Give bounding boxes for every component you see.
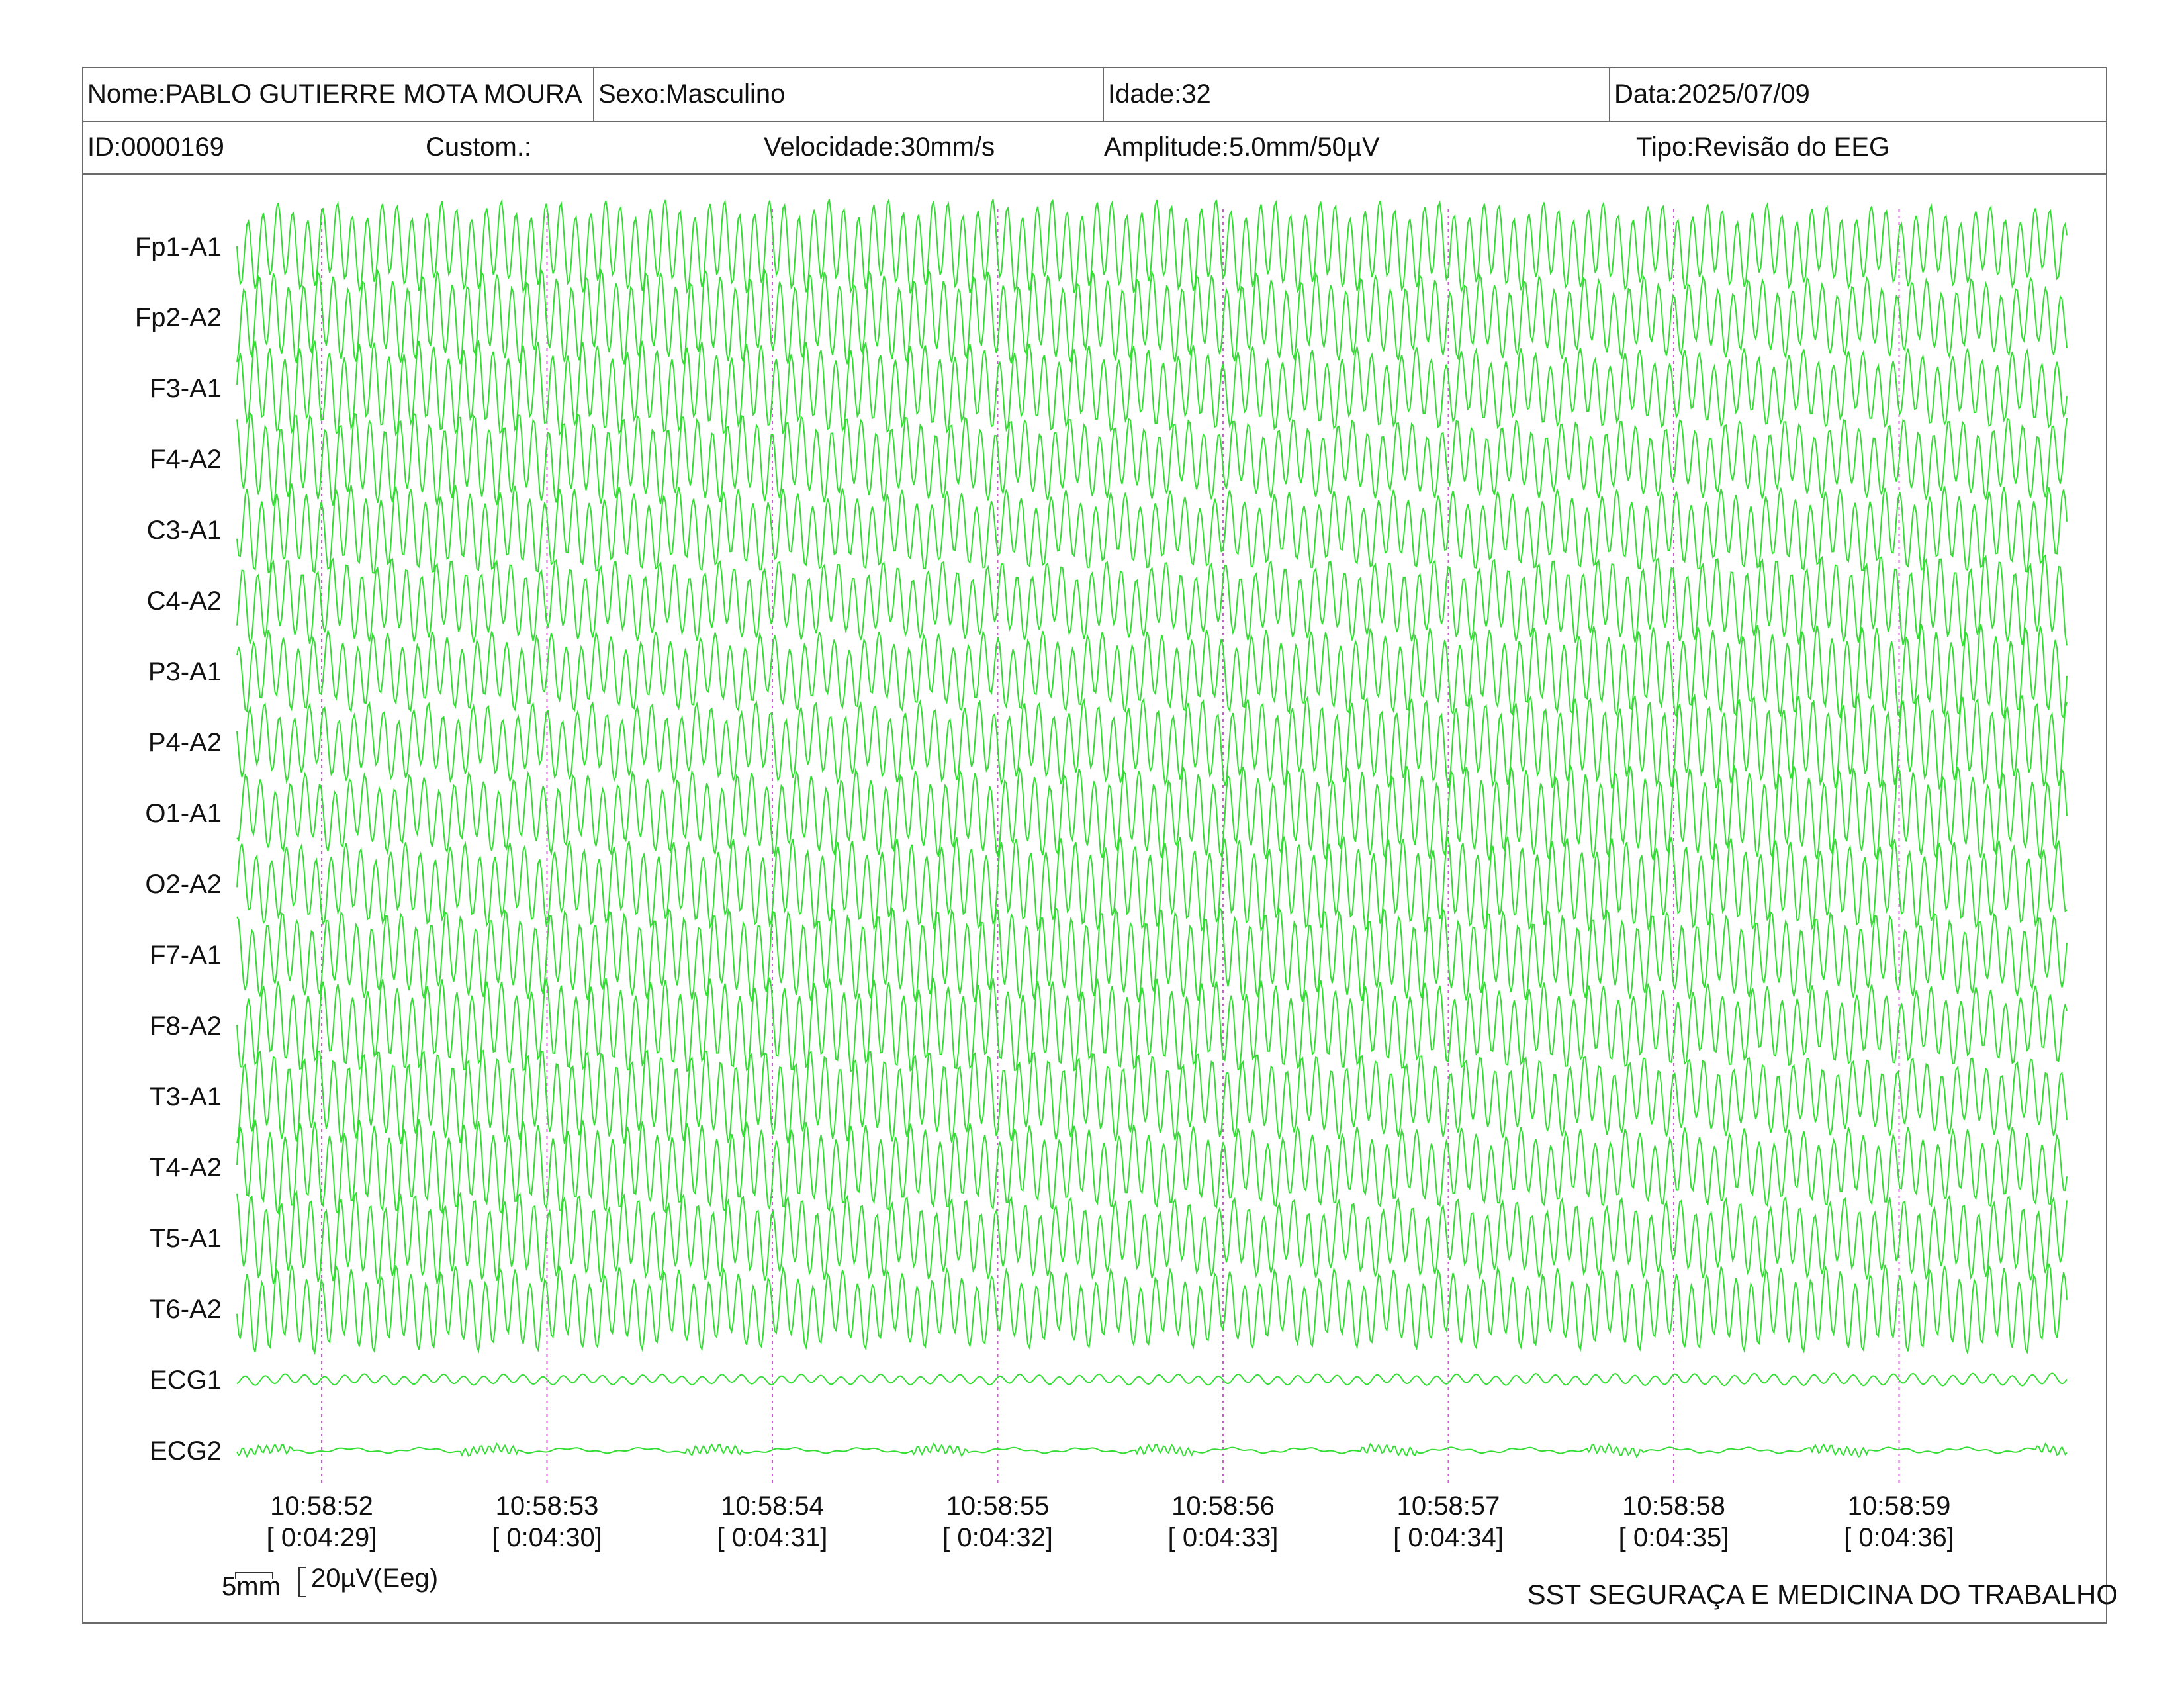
channel-label: F4-A2 <box>150 445 222 474</box>
channel-label: T4-A2 <box>150 1153 222 1182</box>
channel-trace <box>236 1190 2068 1284</box>
channel-label: T6-A2 <box>150 1295 222 1324</box>
channel-trace <box>236 197 2068 295</box>
channel-trace <box>236 624 2068 720</box>
header-row-patient: Nome:PABLO GUTIERRE MOTA MOURA Sexo:Masc… <box>83 68 2106 122</box>
time-clock-label: 10:58:54 <box>721 1491 824 1521</box>
time-clock-label: 10:58:56 <box>1171 1491 1275 1521</box>
scale-bar <box>235 1567 306 1597</box>
time-clock-label: 10:58:59 <box>1848 1491 1951 1521</box>
time-elapsed-label: [ 0:04:33] <box>1168 1523 1279 1552</box>
time-clock-label: 10:58:53 <box>496 1491 599 1521</box>
channel-trace <box>236 977 2068 1072</box>
channel-label: Fp2-A2 <box>135 303 222 332</box>
exam-date: Data:2025/07/09 <box>1609 68 2106 121</box>
channel-label: C4-A2 <box>147 586 222 616</box>
patient-id: ID:0000169 <box>87 132 224 162</box>
channel-label: P3-A1 <box>148 657 222 686</box>
channel-trace <box>236 836 2068 933</box>
channel-label: F3-A1 <box>150 374 222 403</box>
scale-mm-label: 5mm <box>222 1572 281 1601</box>
scale-uv-label: 20µV(Eeg) <box>311 1564 439 1593</box>
eeg-traces <box>236 197 2068 1458</box>
channel-trace <box>236 1119 2068 1215</box>
channel-trace <box>236 763 2068 861</box>
channel-trace <box>236 412 2068 506</box>
eeg-report-sheet: Nome:PABLO GUTIERRE MOTA MOURA Sexo:Masc… <box>82 67 2107 1624</box>
time-elapsed-label: [ 0:04:31] <box>717 1523 828 1552</box>
paper-speed: Velocidade:30mm/s <box>764 132 995 162</box>
channel-trace <box>236 483 2068 574</box>
time-clock-label: 10:58:52 <box>270 1491 373 1521</box>
channel-trace <box>236 1372 2068 1387</box>
time-elapsed-label: [ 0:04:30] <box>492 1523 602 1552</box>
exam-type: Tipo:Revisão do EEG <box>1636 132 1890 162</box>
channel-label: ECG1 <box>150 1366 222 1395</box>
scale-bar-mm-bracket <box>235 1572 273 1579</box>
time-clock-label: 10:58:58 <box>1622 1491 1725 1521</box>
amplitude-scale: Amplitude:5.0mm/50µV <box>1104 132 1380 162</box>
time-labels: 10:58:52[ 0:04:29] 10:58:53[ 0:04:30] 10:5… <box>267 1491 1954 1552</box>
channel-label: P4-A2 <box>148 728 222 757</box>
channel-label: Fp1-A1 <box>135 232 222 261</box>
channel-label: T3-A1 <box>150 1082 222 1111</box>
channel-trace <box>236 554 2068 647</box>
channel-labels: Fp1-A1 Fp2-A2 F3-A1 F4-A2 C3-A1 C4-A2 P3-A1 P4-… <box>135 232 222 1466</box>
channel-trace <box>236 267 2068 365</box>
channel-label: F8-A2 <box>150 1011 222 1041</box>
organization-name: SST SEGURAÇA E MEDICINA DO TRABALHO <box>1527 1579 2118 1610</box>
time-markers <box>321 209 1900 1483</box>
channel-trace <box>236 1263 2068 1356</box>
channel-label: C3-A1 <box>147 516 222 545</box>
channel-trace <box>236 692 2068 790</box>
time-elapsed-label: [ 0:04:29] <box>267 1523 377 1552</box>
header-row-exam: ID:0000169 Custom.: Velocidade:30mm/s Am… <box>83 121 2106 175</box>
time-clock-label: 10:58:57 <box>1397 1491 1500 1521</box>
patient-name: Nome:PABLO GUTIERRE MOTA MOURA <box>87 79 582 109</box>
channel-trace <box>236 340 2068 437</box>
channel-label: O2-A2 <box>145 870 222 899</box>
channel-label: T5-A1 <box>150 1224 222 1253</box>
patient-age: Idade:32 <box>1103 68 1609 121</box>
patient-sex: Sexo:Masculino <box>593 68 1103 121</box>
time-elapsed-label: [ 0:04:32] <box>942 1523 1053 1552</box>
channel-label: O1-A1 <box>145 799 222 828</box>
channel-trace <box>236 1442 2068 1458</box>
time-clock-label: 10:58:55 <box>946 1491 1050 1521</box>
channel-trace <box>236 1049 2068 1145</box>
time-elapsed-label: [ 0:04:36] <box>1844 1523 1954 1552</box>
time-elapsed-label: [ 0:04:34] <box>1393 1523 1504 1552</box>
channel-label: ECG2 <box>150 1436 222 1466</box>
scale-bar-uv-bracket <box>298 1567 306 1597</box>
channel-label: F7-A1 <box>150 941 222 970</box>
time-elapsed-label: [ 0:04:35] <box>1619 1523 1729 1552</box>
custom-field: Custom.: <box>426 132 532 162</box>
channel-trace <box>236 906 2068 1003</box>
